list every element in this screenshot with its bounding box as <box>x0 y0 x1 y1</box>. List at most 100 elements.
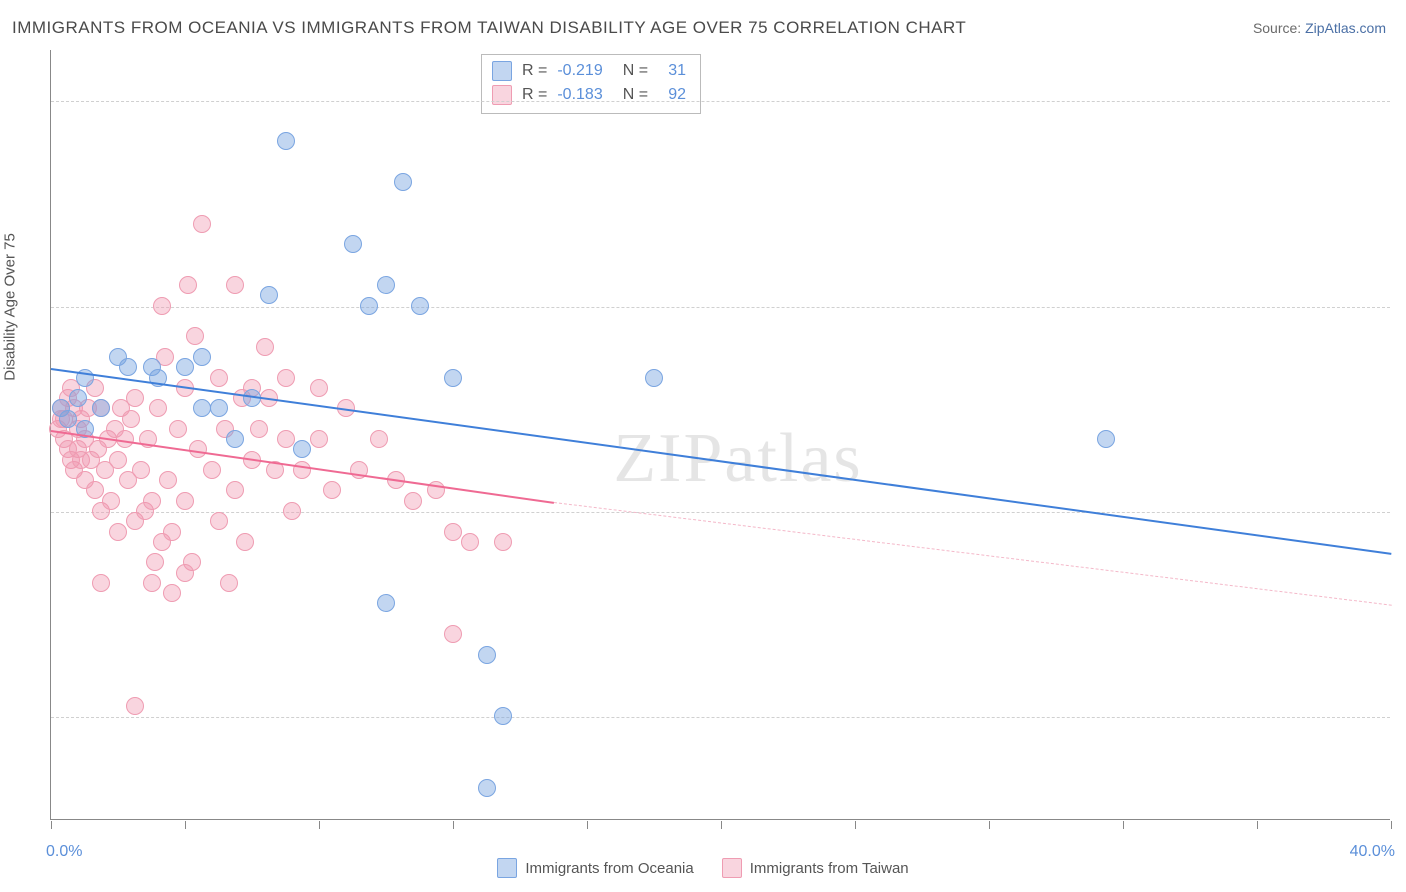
data-point <box>119 358 137 376</box>
data-point <box>494 707 512 725</box>
data-point <box>394 173 412 191</box>
scatter-plot: ZIPatlas R = -0.219 N = 31 R = -0.183 N = 9… <box>50 50 1390 820</box>
legend-n-label: N = <box>623 59 648 83</box>
data-point <box>226 430 244 448</box>
data-point <box>277 132 295 150</box>
data-point <box>220 574 238 592</box>
data-point <box>444 369 462 387</box>
data-point <box>277 369 295 387</box>
series-legend: Immigrants from Oceania Immigrants from T… <box>0 858 1406 882</box>
source-label: Source: ZipAtlas.com <box>1253 20 1386 36</box>
data-point <box>360 297 378 315</box>
legend-r-label: R = <box>522 59 547 83</box>
x-tick <box>453 821 454 829</box>
x-tick <box>855 821 856 829</box>
data-point <box>236 533 254 551</box>
x-tick <box>1257 821 1258 829</box>
data-point <box>210 399 228 417</box>
legend-n-value: 31 <box>658 59 686 83</box>
data-point <box>132 461 150 479</box>
legend-row: R = -0.183 N = 92 <box>492 83 686 107</box>
y-tick-label: 40.0% <box>1400 503 1406 521</box>
data-point <box>159 471 177 489</box>
data-point <box>411 297 429 315</box>
trend-line <box>553 502 1391 606</box>
y-tick-label: 20.0% <box>1400 708 1406 726</box>
x-tick <box>1123 821 1124 829</box>
data-point <box>169 420 187 438</box>
data-point <box>494 533 512 551</box>
x-tick <box>319 821 320 829</box>
legend-r-label: R = <box>522 83 547 107</box>
data-point <box>126 697 144 715</box>
gridline <box>51 101 1390 102</box>
data-point <box>163 523 181 541</box>
data-point <box>444 625 462 643</box>
legend-row: R = -0.219 N = 31 <box>492 59 686 83</box>
correlation-legend: R = -0.219 N = 31 R = -0.183 N = 92 <box>481 54 701 114</box>
data-point <box>344 235 362 253</box>
header: IMMIGRANTS FROM OCEANIA VS IMMIGRANTS FR… <box>12 18 1386 38</box>
y-axis-label: Disability Age Over 75 <box>2 233 19 381</box>
data-point <box>210 512 228 530</box>
data-point <box>377 594 395 612</box>
data-point <box>109 451 127 469</box>
data-point <box>645 369 663 387</box>
legend-swatch <box>722 858 742 878</box>
data-point <box>323 481 341 499</box>
data-point <box>277 430 295 448</box>
data-point <box>149 399 167 417</box>
data-point <box>92 399 110 417</box>
data-point <box>143 574 161 592</box>
data-point <box>86 481 104 499</box>
data-point <box>310 379 328 397</box>
data-point <box>377 276 395 294</box>
data-point <box>126 389 144 407</box>
x-tick <box>587 821 588 829</box>
legend-item: Immigrants from Oceania <box>497 858 693 878</box>
x-tick <box>185 821 186 829</box>
data-point <box>293 461 311 479</box>
data-point <box>461 533 479 551</box>
x-tick <box>989 821 990 829</box>
gridline <box>51 307 1390 308</box>
data-point <box>404 492 422 510</box>
data-point <box>92 574 110 592</box>
x-tick <box>51 821 52 829</box>
gridline <box>51 717 1390 718</box>
data-point <box>293 440 311 458</box>
data-point <box>193 215 211 233</box>
data-point <box>193 348 211 366</box>
x-tick <box>721 821 722 829</box>
source-prefix: Source: <box>1253 20 1305 36</box>
watermark: ZIPatlas <box>613 419 862 499</box>
data-point <box>1097 430 1115 448</box>
legend-r-value: -0.219 <box>557 59 602 83</box>
data-point <box>250 420 268 438</box>
data-point <box>109 523 127 541</box>
data-point <box>69 389 87 407</box>
data-point <box>370 430 388 448</box>
chart-title: IMMIGRANTS FROM OCEANIA VS IMMIGRANTS FR… <box>12 18 966 38</box>
data-point <box>122 410 140 428</box>
data-point <box>256 338 274 356</box>
data-point <box>210 369 228 387</box>
y-tick-label: 80.0% <box>1400 92 1406 110</box>
legend-n-label: N = <box>623 83 648 107</box>
data-point <box>260 286 278 304</box>
data-point <box>102 492 120 510</box>
legend-r-value: -0.183 <box>557 83 602 107</box>
legend-swatch <box>492 61 512 81</box>
data-point <box>186 327 204 345</box>
data-point <box>203 461 221 479</box>
legend-item: Immigrants from Taiwan <box>722 858 909 878</box>
data-point <box>179 276 197 294</box>
data-point <box>193 399 211 417</box>
source-link[interactable]: ZipAtlas.com <box>1305 20 1386 36</box>
legend-n-value: 92 <box>658 83 686 107</box>
data-point <box>478 646 496 664</box>
data-point <box>176 358 194 376</box>
gridline <box>51 512 1390 513</box>
x-tick <box>1391 821 1392 829</box>
data-point <box>163 584 181 602</box>
